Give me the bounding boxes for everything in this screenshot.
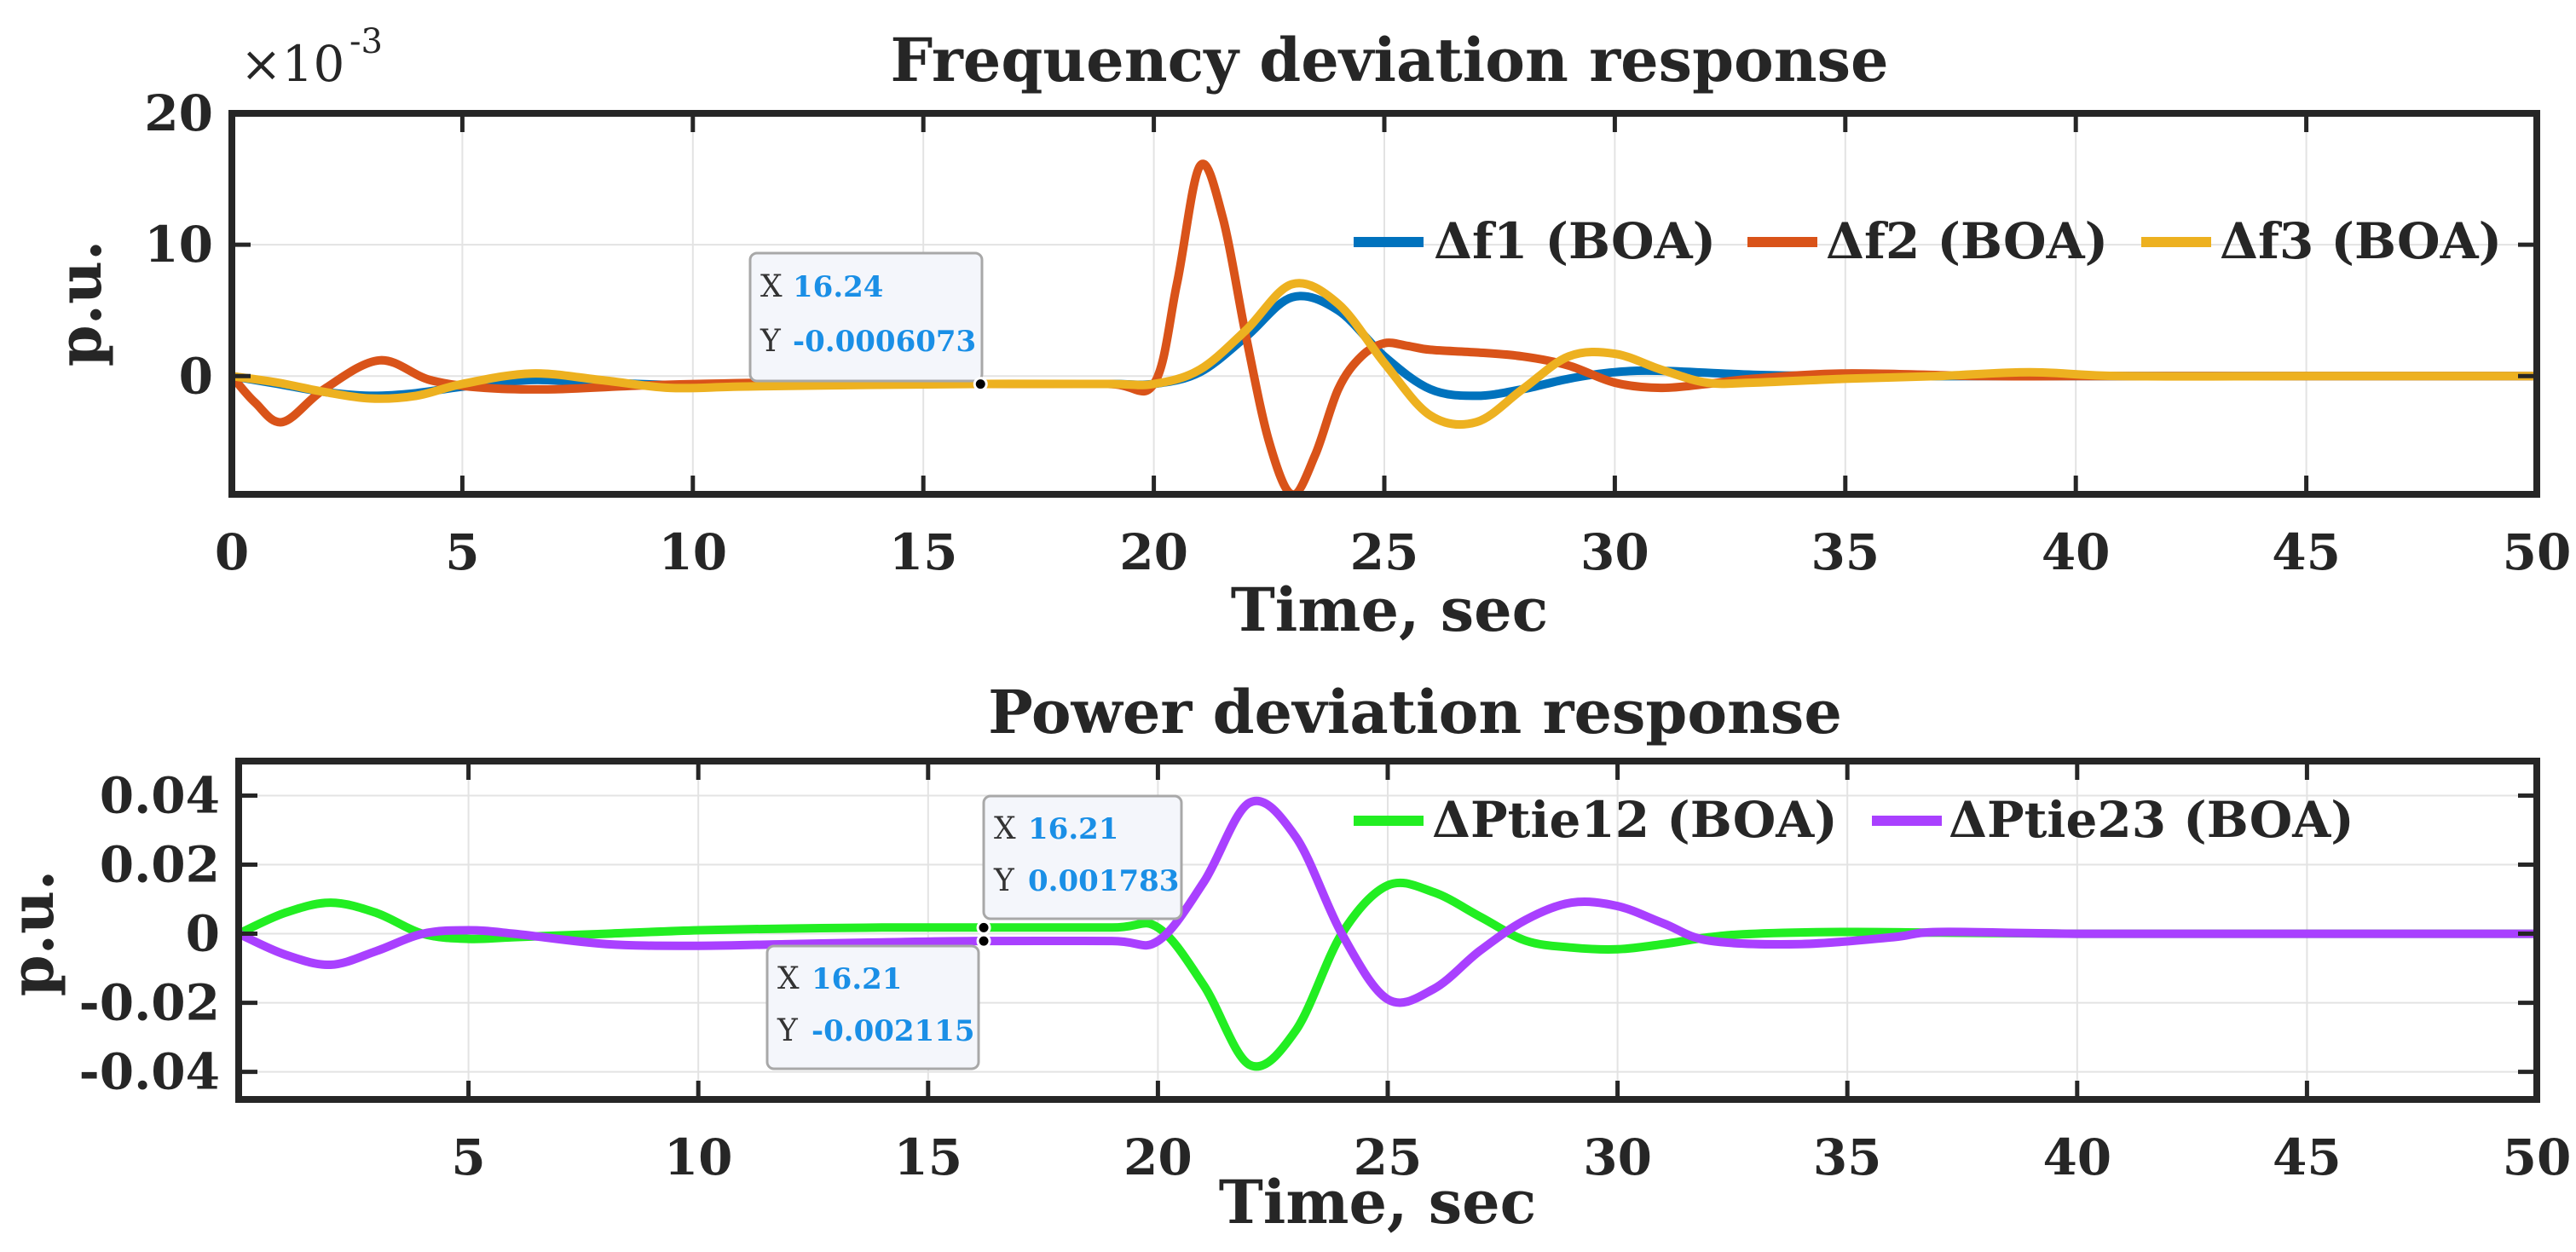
power-y-ticks: -0.04 -0.02 0 0.02 0.04 [79, 767, 2537, 1101]
datatip-marker[interactable] [976, 933, 991, 949]
datatip-y-value: -0.0006073 [793, 325, 976, 359]
x-tick-label: 50 [2503, 1128, 2572, 1186]
datatip-x-value: 16.21 [1028, 812, 1118, 846]
power-x-ticks: 5 10 15 20 25 30 35 40 45 50 [451, 761, 2571, 1186]
datatip-y-value: -0.002115 [811, 1014, 975, 1048]
datatip-marker[interactable] [976, 920, 991, 935]
datatip-y-key: Y [760, 324, 782, 359]
series-line--f3-boa- [232, 279, 2537, 430]
series-line--f2-boa- [232, 159, 2537, 494]
power-chart: Power deviation response 5 10 15 20 25 30 35 40… [0, 677, 2571, 1238]
y-tick-label: -0.04 [79, 1043, 220, 1101]
y-tick-label: 20 [144, 84, 213, 142]
x-tick-label: 20 [1123, 1128, 1193, 1186]
frequency-y-multiplier: ×10 -3 [240, 22, 383, 93]
power-series-group [239, 796, 2537, 1071]
datatip-x-value: 16.21 [811, 962, 902, 996]
x-tick-label: 40 [2042, 1128, 2111, 1186]
y-tick-label: -0.02 [79, 974, 220, 1032]
x-tick-label: 30 [1580, 523, 1649, 581]
datatip-box [765, 944, 980, 1070]
y-tick-label: 0 [179, 347, 213, 405]
x-tick-label: 25 [1354, 1128, 1423, 1186]
frequency-grid [231, 113, 2538, 494]
x-tick-label: 5 [445, 523, 479, 581]
x-tick-label: 15 [889, 523, 958, 581]
x-tick-label: 45 [2272, 523, 2341, 581]
series-line--ptie23-boa- [239, 796, 2537, 1007]
frequency-legend: Δf1 (BOA) Δf2 (BOA) Δf3 (BOA) [1354, 212, 2502, 270]
frequency-datatip[interactable]: X 16.24 Y -0.0006073 [748, 251, 988, 392]
legend-label-ptie12: ΔPtie12 (BOA) [1432, 791, 1838, 849]
x-tick-label: 35 [1813, 1128, 1882, 1186]
power-y-axis-label: p.u. [0, 870, 67, 997]
frequency-y-axis-label: p.u. [44, 240, 115, 367]
x-tick-label: 5 [451, 1128, 485, 1186]
power-datatip-upper[interactable]: X 16.21 Y 0.001783 [982, 794, 1183, 920]
frequency-y-multiplier-exponent: -3 [349, 22, 383, 61]
datatip-box [982, 794, 1183, 920]
power-legend: ΔPtie12 (BOA) ΔPtie23 (BOA) [1354, 791, 2354, 849]
power-datatip-lower[interactable]: X 16.21 Y -0.002115 [765, 944, 980, 1070]
x-tick-label: 35 [1811, 523, 1880, 581]
datatip-box [748, 251, 984, 383]
power-x-axis-label: Time, sec [1219, 1167, 1537, 1238]
frequency-x-axis-label: Time, sec [1231, 574, 1549, 645]
frequency-chart-title: Frequency deviation response [890, 25, 1888, 95]
datatip-y-key: Y [777, 1013, 799, 1048]
x-tick-label: 30 [1583, 1128, 1652, 1186]
x-tick-label: 0 [215, 523, 249, 581]
frequency-x-ticks: 0 5 10 15 20 25 30 35 40 45 50 [215, 113, 2572, 581]
frequency-chart: Frequency deviation response ×10 -3 0 5 10… [44, 22, 2571, 645]
x-tick-label: 10 [658, 523, 727, 581]
y-tick-label: 0.02 [100, 836, 220, 894]
x-tick-label: 45 [2273, 1128, 2342, 1186]
x-tick-label: 20 [1119, 523, 1188, 581]
y-tick-label: 10 [144, 216, 213, 274]
datatip-x-key: X [760, 269, 783, 304]
x-tick-label: 40 [2042, 523, 2111, 581]
datatip-x-key: X [994, 811, 1016, 846]
frequency-y-multiplier-base: ×10 [240, 35, 344, 93]
frequency-y-ticks: 0 10 20 [144, 84, 2537, 405]
legend-label-df2: Δf2 (BOA) [1826, 212, 2108, 270]
power-chart-title: Power deviation response [988, 677, 1842, 747]
frequency-series-group [232, 159, 2537, 494]
y-tick-label: 0 [186, 905, 220, 963]
legend-label-ptie23: ΔPtie23 (BOA) [1949, 791, 2354, 849]
x-tick-label: 50 [2503, 523, 2572, 581]
x-tick-label: 10 [664, 1128, 733, 1186]
datatip-x-key: X [777, 961, 800, 996]
x-tick-label: 15 [893, 1128, 962, 1186]
datatip-y-key: Y [993, 863, 1015, 898]
x-tick-label: 25 [1350, 523, 1419, 581]
legend-label-df3: Δf3 (BOA) [2220, 212, 2502, 270]
legend-label-df1: Δf1 (BOA) [1434, 212, 1716, 270]
y-tick-label: 0.04 [100, 767, 220, 825]
datatip-x-value: 16.24 [793, 270, 883, 304]
datatip-y-value: 0.001783 [1028, 864, 1179, 898]
datatip-marker[interactable] [973, 377, 988, 392]
